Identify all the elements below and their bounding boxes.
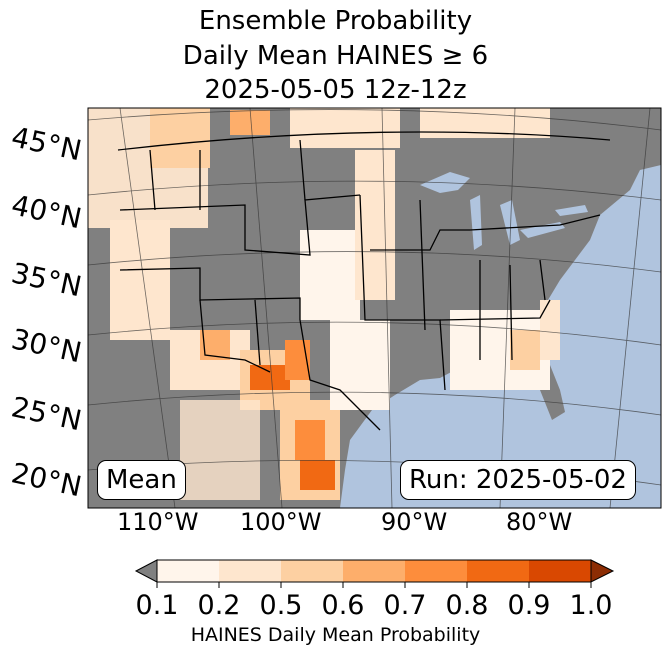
great-lakes <box>420 172 588 250</box>
lon-label-100: 100°W <box>240 508 322 536</box>
lon-label-90: 90°W <box>381 508 448 536</box>
colorbar-tick-label: 0.8 <box>445 590 489 621</box>
run-label-box: Run: 2025-05-02 <box>400 460 636 500</box>
colorbar-tick-label: 0.9 <box>507 590 551 621</box>
colorbar-tick-label: 0.1 <box>135 590 179 621</box>
title-line-1: Ensemble Probability <box>198 6 473 36</box>
colorbar-bin-7 <box>529 560 591 582</box>
colorbar-bin-3 <box>281 560 343 582</box>
colorbar-bin-1 <box>157 560 219 582</box>
colorbar-over-arrow <box>590 559 615 583</box>
probability-field <box>88 108 560 500</box>
colorbar-ticks <box>156 582 592 588</box>
map-frame <box>87 107 662 509</box>
title-line-3: 2025-05-05 12z-12z <box>204 75 467 105</box>
map-panel <box>88 108 661 508</box>
graticule <box>88 108 661 508</box>
colorbar <box>134 559 615 588</box>
colorbar-under-arrow <box>134 559 158 583</box>
stat-label-box: Mean <box>97 460 186 500</box>
colorbar-bin-6 <box>467 560 529 582</box>
colorbar-bin-4 <box>343 560 405 582</box>
colorbar-tick-label: 0.7 <box>383 590 427 621</box>
colorbar-bin-5 <box>405 560 467 582</box>
state-borders <box>117 131 611 431</box>
lon-label-110: 110°W <box>117 508 199 536</box>
colorbar-outline <box>156 559 592 583</box>
colorbar-title: HAINES Daily Mean Probability <box>190 624 481 646</box>
lon-label-80: 80°W <box>506 508 573 536</box>
colorbar-bin-2 <box>219 560 281 582</box>
colorbar-tick-label: 0.2 <box>197 590 241 621</box>
colorbar-tick-label: 0.5 <box>259 590 303 621</box>
title-line-2: Daily Mean HAINES ≥ 6 <box>182 41 489 71</box>
colorbar-tick-label: 1.0 <box>569 590 613 621</box>
colorbar-tick-label: 0.6 <box>321 590 365 621</box>
